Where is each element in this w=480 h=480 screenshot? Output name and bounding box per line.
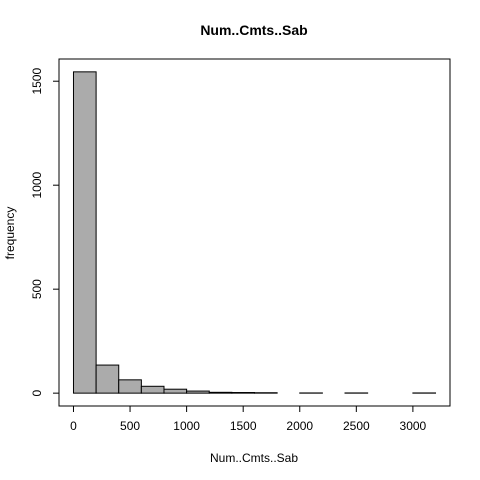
chart-title: Num..Cmts..Sab — [200, 22, 307, 38]
x-tick-label-2: 1000 — [173, 419, 200, 433]
histogram-bar-0 — [72, 71, 97, 394]
y-tick-label-2: 1000 — [30, 172, 44, 199]
x-tick-label-3: 1500 — [230, 419, 257, 433]
histogram-bar-5 — [186, 390, 210, 394]
histogram-bar-1 — [95, 364, 120, 394]
x-tick-label-1: 500 — [120, 419, 140, 433]
y-axis-label: frequency — [3, 207, 17, 260]
y-tick-label-1: 500 — [30, 279, 44, 299]
histogram-bar-6 — [208, 391, 233, 394]
bars-group — [72, 71, 437, 394]
histogram-bar-3 — [140, 385, 165, 394]
x-tick-label-4: 2000 — [286, 419, 313, 433]
y-axis: 0 500 1000 1500 — [30, 68, 60, 396]
x-axis-label: Num..Cmts..Sab — [210, 451, 298, 465]
y-tick-label-3: 1500 — [30, 68, 44, 95]
x-tick-label-5: 2500 — [343, 419, 370, 433]
histogram-bar-4 — [163, 388, 188, 394]
y-tick-label-0: 0 — [30, 389, 44, 396]
x-tick-label-6: 3000 — [400, 419, 427, 433]
x-axis: 0 500 1000 1500 2000 2500 3000 — [70, 405, 427, 433]
histogram-bar-7 — [231, 392, 255, 394]
x-tick-label-0: 0 — [70, 419, 77, 433]
plot-frame — [58, 58, 451, 407]
histogram-bar-2 — [118, 379, 142, 394]
